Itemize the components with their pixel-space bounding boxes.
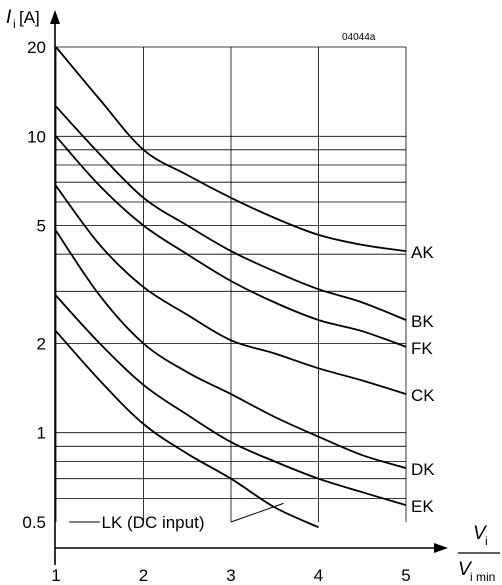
series-line-lk — [55, 330, 319, 529]
series-line-ak — [55, 46, 407, 252]
x-axis-title-numerator-sub: i — [485, 534, 488, 548]
series-line-bk — [55, 105, 407, 321]
grid — [55, 46, 407, 522]
x-tick-label: 1 — [51, 566, 60, 585]
series-label-ak: AK — [411, 243, 434, 262]
series-line-ek — [55, 294, 407, 506]
x-axis-title-denominator-main: V — [458, 559, 473, 580]
y-tick-label: 10 — [27, 127, 46, 146]
series-label-dk: DK — [411, 460, 435, 479]
x-axis-title: V i V i min — [458, 523, 500, 584]
y-axis-arrow — [50, 10, 60, 24]
y-axis-title: I i [A] — [6, 7, 40, 31]
series-line-ck — [55, 185, 407, 395]
figure-code: 04044a — [342, 32, 376, 43]
axes — [50, 10, 448, 565]
series-label-leader-lk-right — [230, 502, 284, 523]
x-tick-label: 5 — [401, 566, 410, 585]
series-line-dk — [55, 230, 407, 469]
series-labels: AK BK FK CK DK EK LK (DC input) — [69, 243, 435, 532]
y-tick-label: 20 — [27, 38, 46, 57]
y-axis-title-unit: [A] — [19, 8, 40, 27]
y-tick-label: 0.5 — [22, 513, 46, 532]
y-axis-title-sub: i — [13, 17, 16, 31]
x-tick-label: 2 — [139, 566, 148, 585]
y-tick-label: 2 — [37, 335, 46, 354]
series-label-lk: LK (DC input) — [102, 513, 205, 532]
y-axis-title-main: I — [6, 7, 12, 28]
series-line-fk — [55, 135, 407, 348]
tick-labels: 20 10 5 2 1 0.5 1 2 3 4 5 — [22, 38, 410, 585]
series-label-ek: EK — [411, 497, 434, 516]
x-axis-title-numerator-main: V — [473, 523, 488, 544]
y-tick-label: 5 — [37, 217, 46, 236]
x-tick-label: 3 — [226, 566, 235, 585]
series-label-bk: BK — [411, 312, 434, 331]
series-label-fk: FK — [411, 339, 433, 358]
x-tick-label: 4 — [314, 566, 323, 585]
series-label-ck: CK — [411, 386, 435, 405]
x-axis-title-denominator-sub: i min — [470, 570, 495, 584]
series-curves — [55, 46, 407, 529]
y-tick-label: 1 — [37, 424, 46, 443]
x-axis-arrow — [434, 543, 448, 553]
